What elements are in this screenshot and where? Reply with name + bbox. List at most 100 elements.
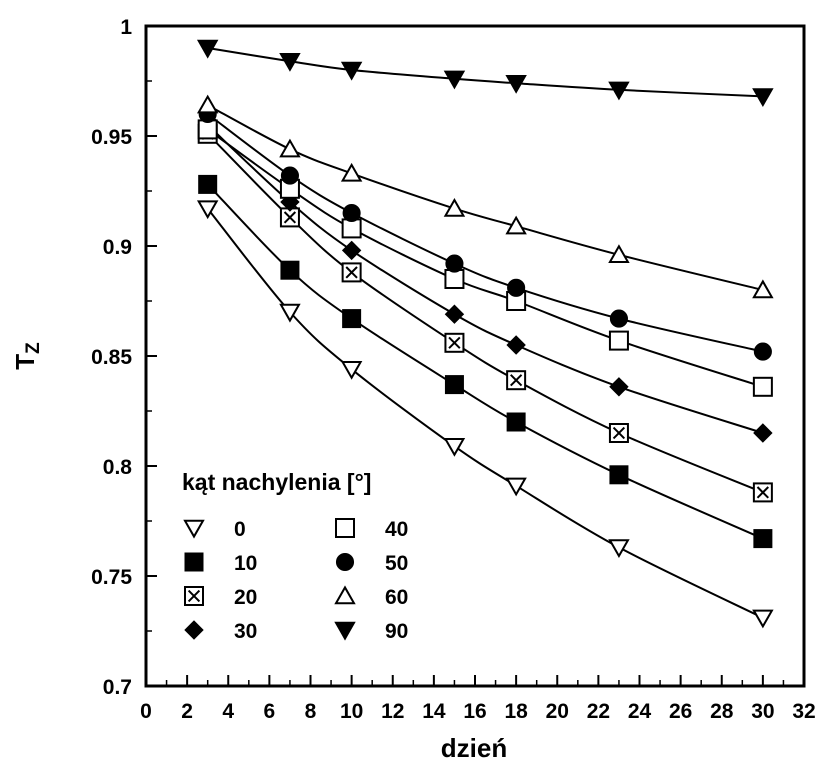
legend-item-0: 0 (183, 518, 246, 541)
data-point-0 (608, 539, 630, 558)
legend-item-40: 40 (335, 518, 408, 541)
y-axis-ticks: 0.7 0.75 0.8 0.85 0.9 0.95 1 (91, 16, 157, 699)
data-point-0 (505, 477, 527, 497)
legend-item-60: 60 (334, 585, 408, 609)
y-axis-title-main: T (10, 354, 40, 370)
data-point-90 (505, 75, 527, 94)
legend-marker-60 (334, 585, 356, 605)
y-tick-label: 0.75 (91, 566, 132, 589)
y-tick-label: 0.7 (103, 676, 132, 699)
legend-label-60: 60 (385, 586, 408, 609)
legend-title: kąt nachylenia [°] (182, 469, 371, 495)
y-tick-label: 0.8 (103, 456, 133, 479)
data-point-60 (443, 198, 466, 217)
data-point-90 (196, 39, 219, 59)
x-tick-label: 14 (422, 700, 446, 723)
data-point-10 (342, 309, 362, 329)
data-point-30 (609, 377, 629, 397)
x-tick-label: 0 (140, 700, 152, 723)
y-tick-label: 0.95 (91, 126, 132, 149)
data-point-60 (505, 215, 527, 235)
legend-marker-90 (334, 621, 356, 641)
data-point-40 (197, 119, 218, 140)
data-point-60 (340, 162, 363, 182)
data-point-40 (341, 218, 362, 239)
legend-label-0: 0 (234, 518, 246, 541)
x-tick-label: 32 (792, 700, 815, 723)
y-axis-title: TZ (10, 342, 44, 370)
data-point-50 (445, 254, 464, 273)
x-tick-label: 28 (710, 700, 734, 723)
fit-curves (206, 47, 764, 619)
data-point-90 (608, 81, 630, 101)
data-point-30 (753, 423, 773, 443)
x-tick-label: 10 (340, 700, 363, 723)
y-tick-label: 1 (120, 16, 132, 39)
legend-label-10: 10 (234, 552, 257, 575)
data-point-50 (507, 278, 526, 297)
data-point-10 (609, 465, 629, 485)
data-point-0 (279, 303, 301, 323)
x-tick-label: 26 (669, 700, 692, 723)
x-tick-label: 24 (628, 700, 652, 723)
x-axis-ticks: 0 2 4 6 8 10 12 14 16 18 20 22 24 26 28 30 32 (140, 675, 816, 723)
legend-label-30: 30 (234, 620, 257, 643)
data-point-20 (752, 482, 773, 503)
data-point-40 (444, 269, 465, 289)
legend-item-10: 10 (184, 552, 257, 575)
legend-label-90: 90 (385, 620, 408, 643)
y-tick-label: 0.9 (103, 236, 132, 259)
legend-items: 0 10 20 30 40 50 60 90 (183, 518, 408, 643)
data-point-20 (341, 262, 362, 283)
data-point-90 (340, 61, 363, 81)
data-point-60 (752, 279, 774, 299)
y-tick-label: 0.85 (91, 346, 132, 369)
data-point-40 (608, 330, 629, 351)
data-point-10 (506, 412, 526, 432)
x-axis-title: dzień (441, 733, 507, 763)
x-tick-label: 22 (587, 700, 610, 723)
data-point-10 (198, 174, 218, 194)
data-point-90 (752, 88, 774, 107)
x-tick-label: 20 (546, 700, 569, 723)
x-tick-label: 2 (181, 700, 193, 723)
legend-marker-20 (184, 586, 204, 606)
data-point-0 (196, 200, 219, 220)
data-point-20 (608, 423, 629, 443)
data-point-60 (196, 94, 219, 114)
data-point-40 (752, 376, 773, 397)
data-markers (196, 39, 774, 629)
x-tick-label: 30 (751, 700, 774, 723)
data-point-90 (279, 53, 301, 72)
legend-label-40: 40 (385, 518, 408, 541)
data-point-50 (280, 166, 299, 185)
data-point-30 (444, 304, 465, 324)
data-point-30 (341, 240, 362, 261)
legend-marker-30 (184, 620, 204, 640)
x-tick-label: 6 (264, 700, 276, 723)
x-tick-label: 12 (381, 700, 404, 723)
legend-item-30: 30 (184, 620, 257, 643)
data-point-50 (609, 309, 628, 328)
legend-item-20: 20 (184, 586, 257, 609)
data-point-0 (340, 361, 363, 380)
data-point-90 (443, 70, 466, 90)
legend-marker-40 (335, 518, 355, 538)
data-point-0 (443, 438, 466, 457)
legend-label-50: 50 (385, 552, 408, 575)
x-tick-label: 4 (222, 700, 234, 723)
data-point-50 (753, 342, 772, 361)
legend-marker-0 (183, 519, 205, 539)
legend-label-20: 20 (234, 586, 257, 609)
x-tick-label: 18 (504, 700, 528, 723)
data-point-60 (608, 244, 630, 263)
data-point-10 (280, 260, 300, 280)
data-point-0 (752, 609, 774, 629)
legend-item-50: 50 (335, 552, 408, 575)
data-point-10 (444, 375, 464, 395)
x-tick-label: 8 (305, 700, 317, 723)
data-point-10 (753, 529, 773, 549)
data-point-60 (279, 138, 301, 158)
y-axis-title-subscript: Z (23, 342, 44, 354)
